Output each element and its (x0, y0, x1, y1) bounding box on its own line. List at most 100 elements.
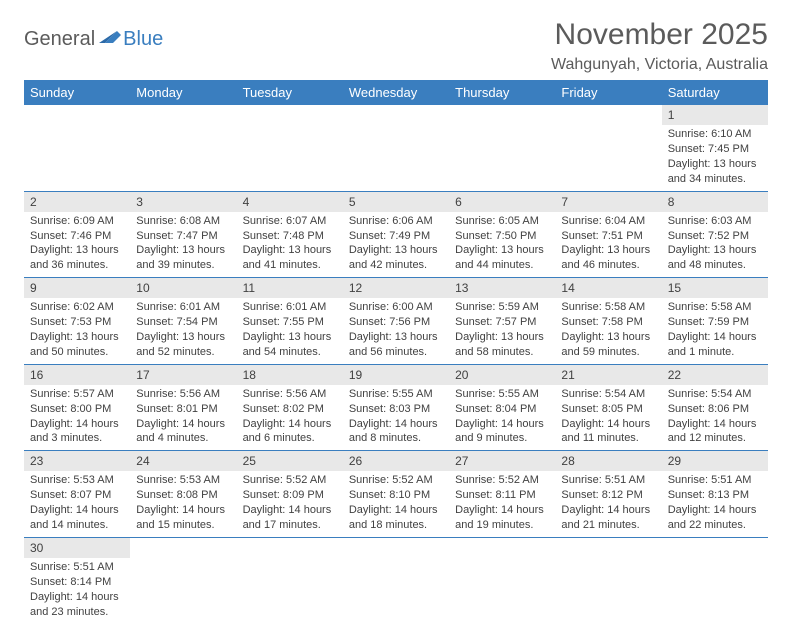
sunset-text: Sunset: 8:01 PM (136, 402, 230, 417)
sunset-text: Sunset: 7:59 PM (668, 315, 762, 330)
calendar-cell: 2Sunrise: 6:09 AMSunset: 7:46 PMDaylight… (24, 191, 130, 278)
calendar-cell: 4Sunrise: 6:07 AMSunset: 7:48 PMDaylight… (237, 191, 343, 278)
day-body: Sunrise: 6:03 AMSunset: 7:52 PMDaylight:… (662, 212, 768, 277)
day-number: 30 (24, 538, 130, 558)
day-number: 26 (343, 451, 449, 471)
flag-icon (99, 29, 121, 50)
day-body: Sunrise: 5:52 AMSunset: 8:10 PMDaylight:… (343, 471, 449, 536)
day-body: Sunrise: 5:54 AMSunset: 8:05 PMDaylight:… (555, 385, 661, 450)
calendar-row: 1Sunrise: 6:10 AMSunset: 7:45 PMDaylight… (24, 105, 768, 191)
daylight-text: Daylight: 14 hours and 6 minutes. (243, 417, 337, 447)
day-number: 10 (130, 278, 236, 298)
sunset-text: Sunset: 7:49 PM (349, 229, 443, 244)
day-number: 5 (343, 192, 449, 212)
sunset-text: Sunset: 7:57 PM (455, 315, 549, 330)
sunset-text: Sunset: 8:07 PM (30, 488, 124, 503)
day-body: Sunrise: 6:00 AMSunset: 7:56 PMDaylight:… (343, 298, 449, 363)
sunrise-text: Sunrise: 5:52 AM (455, 473, 549, 488)
calendar-cell: 6Sunrise: 6:05 AMSunset: 7:50 PMDaylight… (449, 191, 555, 278)
daylight-text: Daylight: 14 hours and 15 minutes. (136, 503, 230, 533)
calendar-cell: 20Sunrise: 5:55 AMSunset: 8:04 PMDayligh… (449, 364, 555, 451)
calendar-cell: 1Sunrise: 6:10 AMSunset: 7:45 PMDaylight… (662, 105, 768, 191)
day-number: 21 (555, 365, 661, 385)
daylight-text: Daylight: 14 hours and 1 minute. (668, 330, 762, 360)
sunrise-text: Sunrise: 5:56 AM (136, 387, 230, 402)
sunset-text: Sunset: 8:11 PM (455, 488, 549, 503)
day-body: Sunrise: 6:07 AMSunset: 7:48 PMDaylight:… (237, 212, 343, 277)
day-number: 4 (237, 192, 343, 212)
calendar-row: 2Sunrise: 6:09 AMSunset: 7:46 PMDaylight… (24, 191, 768, 278)
day-number: 27 (449, 451, 555, 471)
calendar-cell: 26Sunrise: 5:52 AMSunset: 8:10 PMDayligh… (343, 451, 449, 538)
sunset-text: Sunset: 8:08 PM (136, 488, 230, 503)
sunset-text: Sunset: 8:09 PM (243, 488, 337, 503)
sunrise-text: Sunrise: 5:54 AM (668, 387, 762, 402)
day-body: Sunrise: 5:51 AMSunset: 8:14 PMDaylight:… (24, 558, 130, 623)
calendar-cell (130, 537, 236, 623)
sunset-text: Sunset: 8:12 PM (561, 488, 655, 503)
daylight-text: Daylight: 14 hours and 18 minutes. (349, 503, 443, 533)
sunrise-text: Sunrise: 5:51 AM (561, 473, 655, 488)
sunset-text: Sunset: 7:47 PM (136, 229, 230, 244)
day-number: 18 (237, 365, 343, 385)
calendar-cell (449, 537, 555, 623)
sunrise-text: Sunrise: 5:55 AM (455, 387, 549, 402)
calendar-row: 30Sunrise: 5:51 AMSunset: 8:14 PMDayligh… (24, 537, 768, 623)
calendar-cell: 7Sunrise: 6:04 AMSunset: 7:51 PMDaylight… (555, 191, 661, 278)
day-body: Sunrise: 5:56 AMSunset: 8:02 PMDaylight:… (237, 385, 343, 450)
daylight-text: Daylight: 13 hours and 42 minutes. (349, 243, 443, 273)
calendar-cell (24, 105, 130, 191)
day-body: Sunrise: 5:52 AMSunset: 8:11 PMDaylight:… (449, 471, 555, 536)
daylight-text: Daylight: 14 hours and 22 minutes. (668, 503, 762, 533)
sunset-text: Sunset: 8:05 PM (561, 402, 655, 417)
daylight-text: Daylight: 13 hours and 56 minutes. (349, 330, 443, 360)
calendar-cell (555, 105, 661, 191)
day-number: 6 (449, 192, 555, 212)
daylight-text: Daylight: 13 hours and 54 minutes. (243, 330, 337, 360)
day-number: 23 (24, 451, 130, 471)
day-body: Sunrise: 5:55 AMSunset: 8:03 PMDaylight:… (343, 385, 449, 450)
sunrise-text: Sunrise: 6:06 AM (349, 214, 443, 229)
calendar-cell: 30Sunrise: 5:51 AMSunset: 8:14 PMDayligh… (24, 537, 130, 623)
sunset-text: Sunset: 7:56 PM (349, 315, 443, 330)
day-number: 7 (555, 192, 661, 212)
daylight-text: Daylight: 14 hours and 17 minutes. (243, 503, 337, 533)
day-body: Sunrise: 5:53 AMSunset: 8:08 PMDaylight:… (130, 471, 236, 536)
sunrise-text: Sunrise: 6:04 AM (561, 214, 655, 229)
sunset-text: Sunset: 8:04 PM (455, 402, 549, 417)
title-block: November 2025 Wahgunyah, Victoria, Austr… (551, 18, 768, 74)
calendar-cell: 29Sunrise: 5:51 AMSunset: 8:13 PMDayligh… (662, 451, 768, 538)
sunrise-text: Sunrise: 6:03 AM (668, 214, 762, 229)
calendar-cell: 15Sunrise: 5:58 AMSunset: 7:59 PMDayligh… (662, 278, 768, 365)
sunset-text: Sunset: 7:55 PM (243, 315, 337, 330)
logo-text-blue: Blue (123, 28, 163, 51)
calendar-cell: 12Sunrise: 6:00 AMSunset: 7:56 PMDayligh… (343, 278, 449, 365)
day-number: 15 (662, 278, 768, 298)
calendar-cell: 21Sunrise: 5:54 AMSunset: 8:05 PMDayligh… (555, 364, 661, 451)
calendar-cell (343, 105, 449, 191)
sunrise-text: Sunrise: 5:51 AM (668, 473, 762, 488)
calendar-cell: 3Sunrise: 6:08 AMSunset: 7:47 PMDaylight… (130, 191, 236, 278)
day-body: Sunrise: 5:53 AMSunset: 8:07 PMDaylight:… (24, 471, 130, 536)
calendar-cell: 24Sunrise: 5:53 AMSunset: 8:08 PMDayligh… (130, 451, 236, 538)
col-wednesday: Wednesday (343, 80, 449, 105)
sunrise-text: Sunrise: 5:57 AM (30, 387, 124, 402)
location: Wahgunyah, Victoria, Australia (551, 56, 768, 74)
calendar-cell: 27Sunrise: 5:52 AMSunset: 8:11 PMDayligh… (449, 451, 555, 538)
sunset-text: Sunset: 8:14 PM (30, 575, 124, 590)
sunrise-text: Sunrise: 6:05 AM (455, 214, 549, 229)
sunrise-text: Sunrise: 5:51 AM (30, 560, 124, 575)
month-title: November 2025 (551, 18, 768, 52)
col-thursday: Thursday (449, 80, 555, 105)
page-header: General Blue November 2025 Wahgunyah, Vi… (24, 18, 768, 74)
sunset-text: Sunset: 8:06 PM (668, 402, 762, 417)
day-body: Sunrise: 5:59 AMSunset: 7:57 PMDaylight:… (449, 298, 555, 363)
daylight-text: Daylight: 14 hours and 4 minutes. (136, 417, 230, 447)
sunset-text: Sunset: 7:50 PM (455, 229, 549, 244)
logo: General Blue (24, 18, 163, 51)
day-number: 11 (237, 278, 343, 298)
calendar-cell: 9Sunrise: 6:02 AMSunset: 7:53 PMDaylight… (24, 278, 130, 365)
sunrise-text: Sunrise: 6:08 AM (136, 214, 230, 229)
day-number: 28 (555, 451, 661, 471)
day-body: Sunrise: 6:08 AMSunset: 7:47 PMDaylight:… (130, 212, 236, 277)
